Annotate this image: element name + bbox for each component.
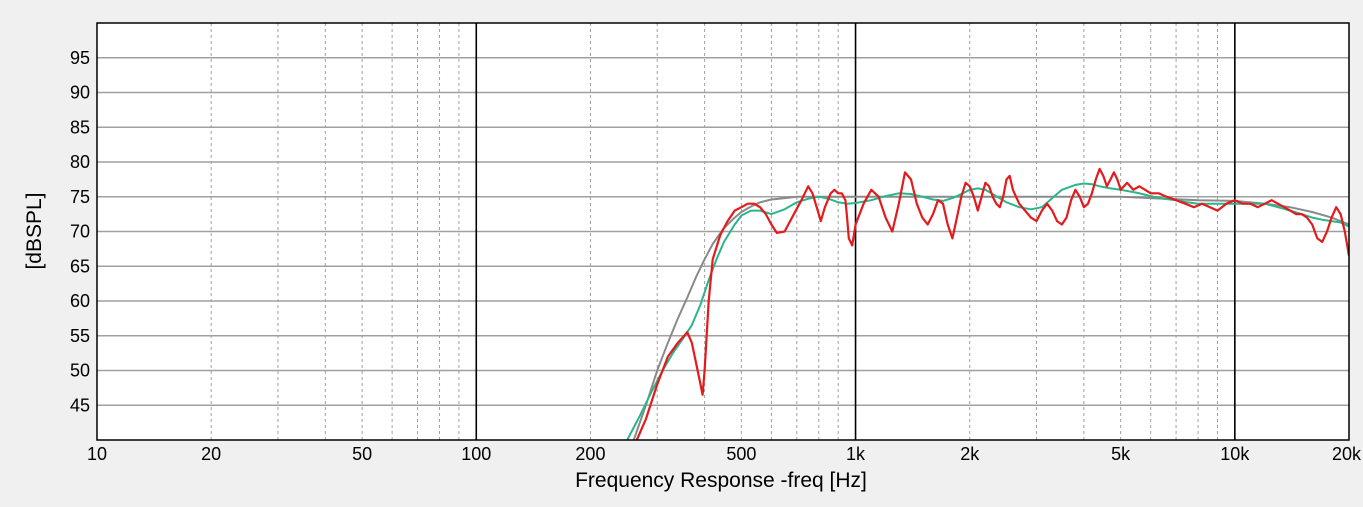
y-axis-label: [dBSPL]	[23, 192, 46, 269]
x-tick-label: 500	[726, 444, 756, 464]
x-tick-label: 200	[575, 444, 605, 464]
x-tick-label: 2k	[960, 444, 980, 464]
y-tick-label: 90	[70, 83, 90, 103]
series-lines	[626, 167, 1349, 440]
plot-frame	[96, 22, 1350, 441]
series-line-smoothed	[626, 182, 1349, 440]
x-tick-label: 10k	[1220, 444, 1250, 464]
x-tick-label: 5k	[1111, 444, 1131, 464]
y-tick-label: 60	[70, 291, 90, 311]
y-tick-label: 65	[70, 256, 90, 276]
y-tick-label: 75	[70, 187, 90, 207]
x-tick-label: 50	[352, 444, 372, 464]
x-tick-label: 20k	[1332, 444, 1362, 464]
y-tick-labels: 45 50 55 60 65 70 75 80 85 90 95	[70, 48, 90, 416]
x-axis-label: Frequency Response -freq [Hz]	[575, 469, 867, 492]
y-tick-label: 70	[70, 222, 90, 242]
y-tick-label: 45	[70, 395, 90, 415]
series-line-target	[632, 195, 1349, 440]
x-tick-label: 20	[201, 444, 221, 464]
y-tick-label: 50	[70, 361, 90, 381]
series-line-raw	[635, 167, 1349, 440]
y-tick-label: 85	[70, 117, 90, 137]
x-tick-label: 100	[461, 444, 491, 464]
x-tick-labels: 10 20 50 100 200 500 1k 2k 5k 10k 20k	[87, 444, 1362, 464]
grid-lines	[97, 23, 1349, 440]
y-tick-label: 80	[70, 152, 90, 172]
x-tick-label: 1k	[846, 444, 866, 464]
y-tick-label: 95	[70, 48, 90, 68]
x-tick-label: 10	[87, 444, 107, 464]
y-tick-label: 55	[70, 326, 90, 346]
